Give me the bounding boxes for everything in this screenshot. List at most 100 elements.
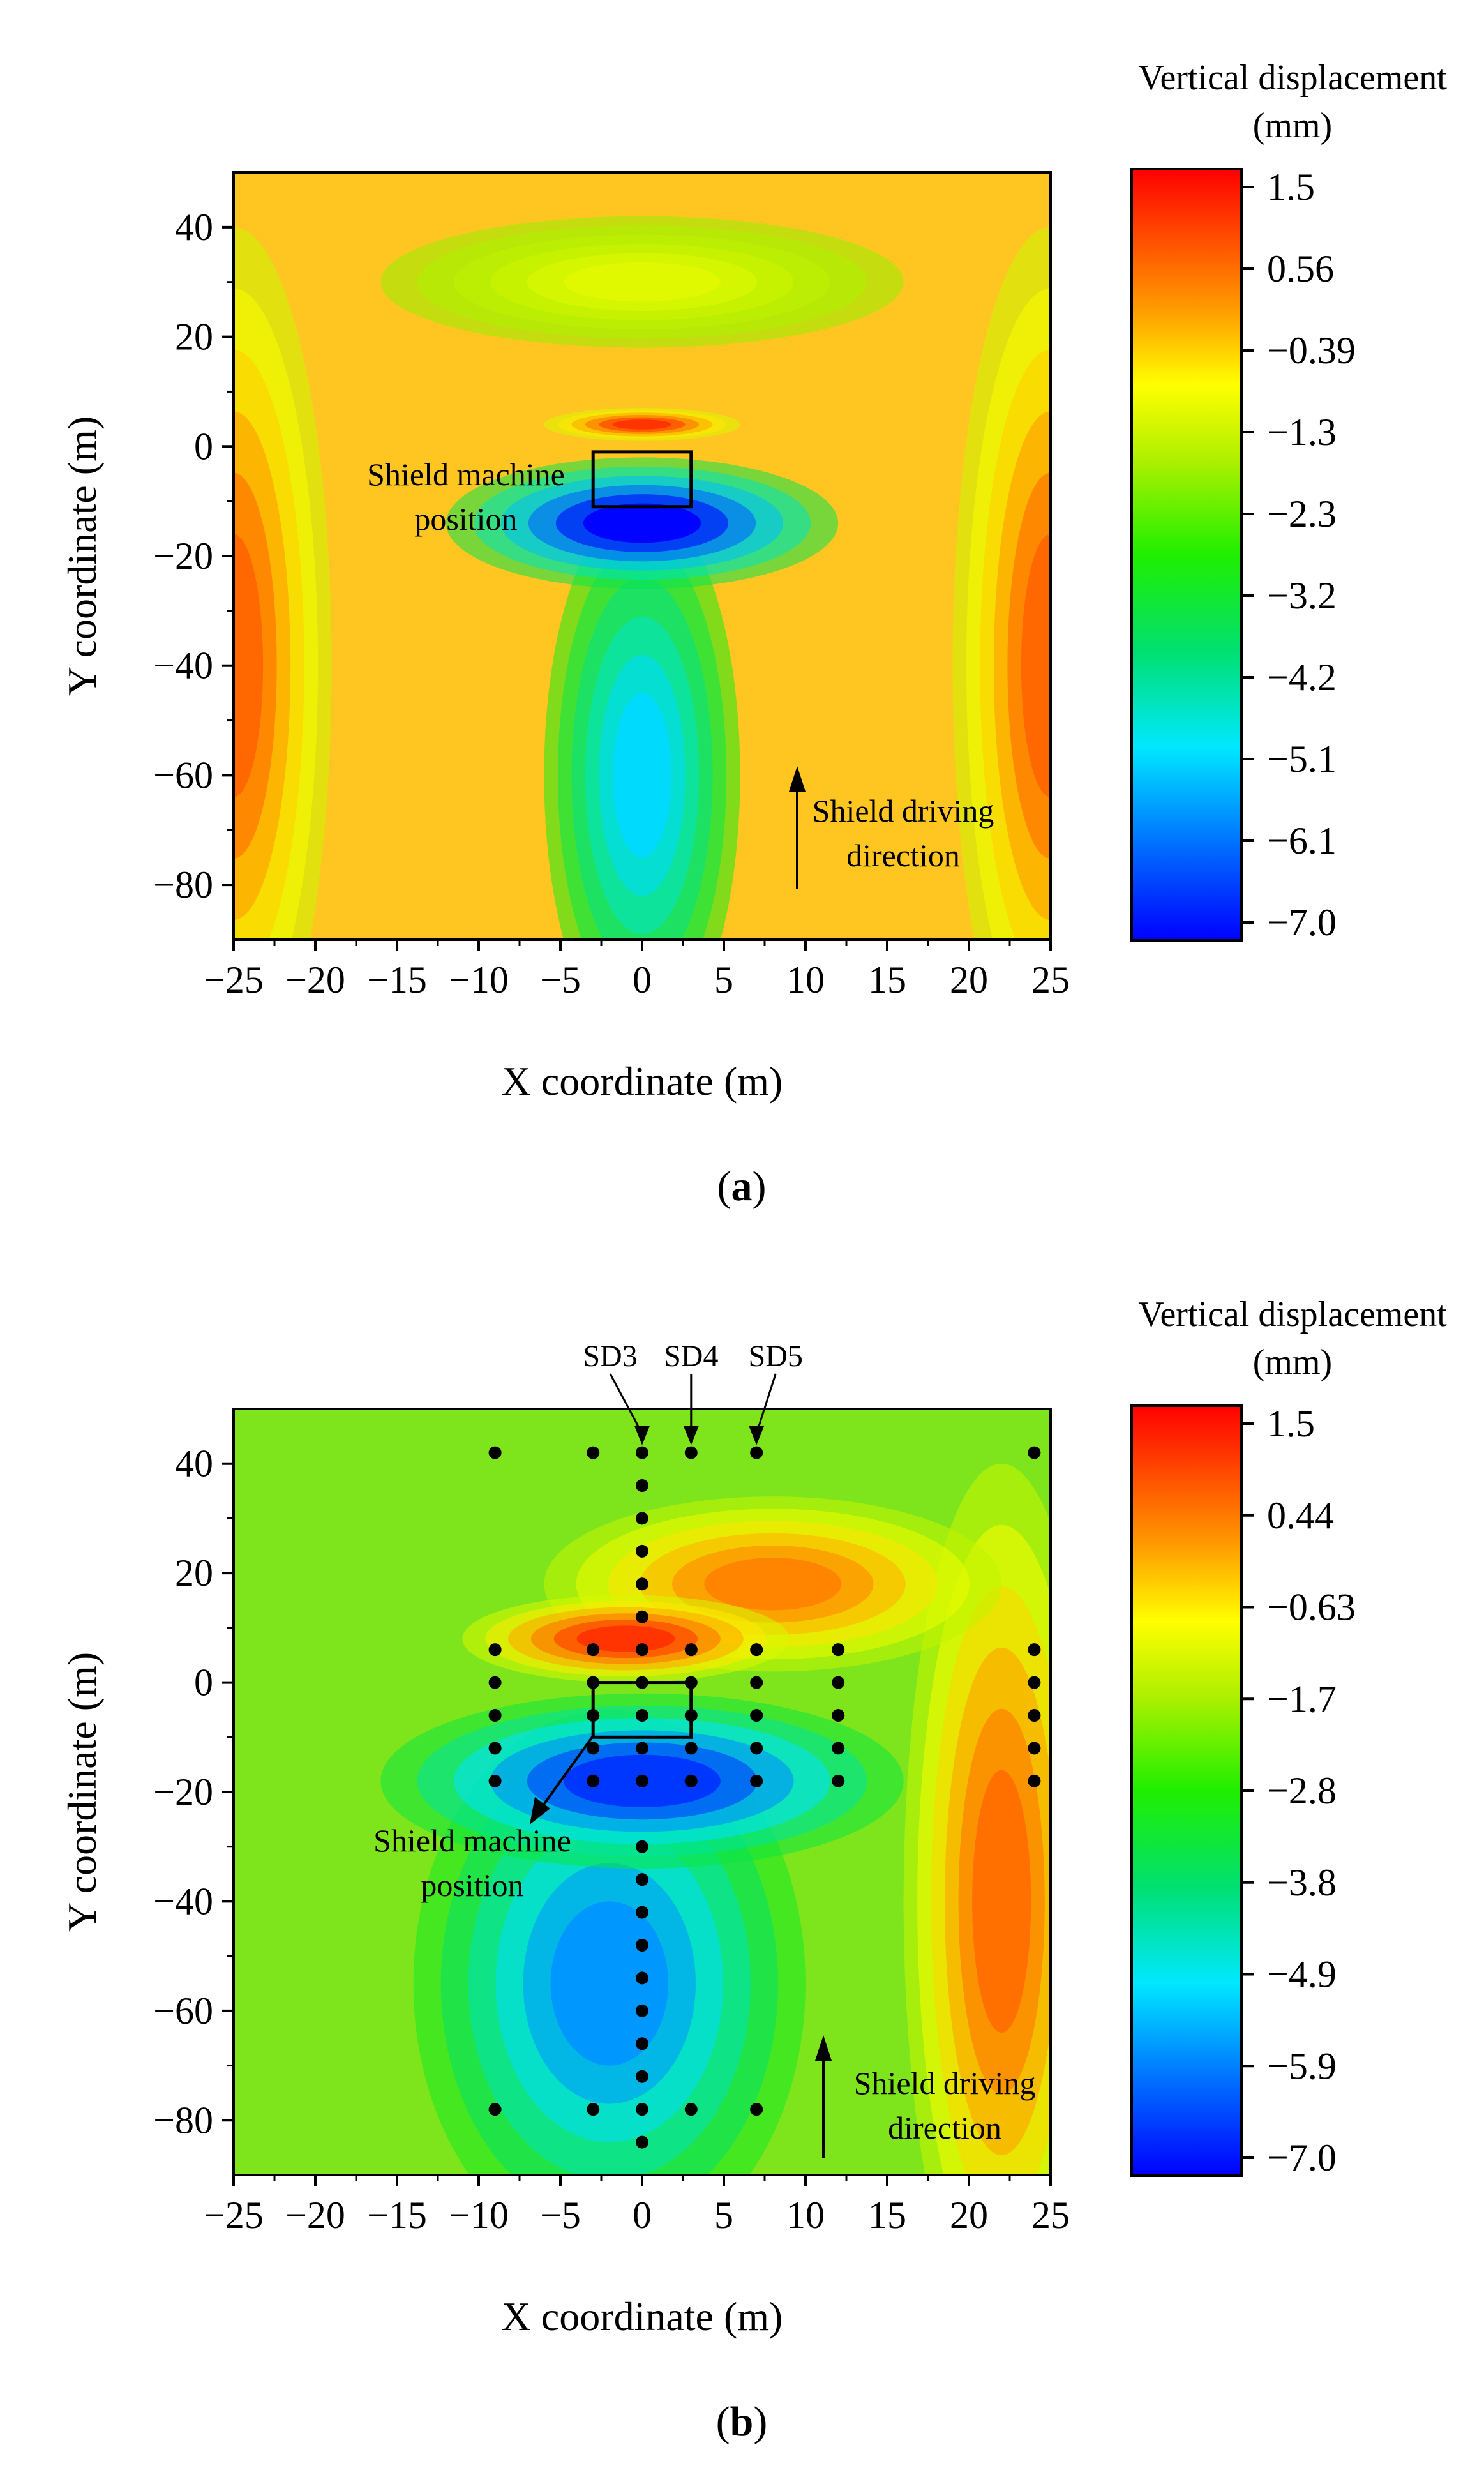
monitoring-point <box>750 2103 763 2116</box>
colorbar-b-unit: (mm) <box>1253 1343 1332 1382</box>
monitoring-point <box>636 1544 648 1558</box>
monitoring-point <box>636 2070 648 2083</box>
monitoring-point <box>684 1742 698 1755</box>
driving-direction-arrow-head <box>815 2035 832 2061</box>
x-tick-label: 20 <box>950 2194 988 2236</box>
field-core-4 <box>612 693 672 858</box>
monitoring-point <box>750 1709 763 1722</box>
sd-label: SD4 <box>664 1339 718 1373</box>
displacement-field-a <box>234 216 1051 940</box>
monitoring-point <box>750 1774 763 1787</box>
x-axis-label-a: X coordinate (m) <box>502 1058 783 1104</box>
x-tick-label: −15 <box>367 959 427 1001</box>
monitoring-point <box>636 1774 648 1787</box>
monitoring-point <box>832 1742 845 1755</box>
monitoring-point <box>750 1676 763 1689</box>
y-tick-label: −20 <box>153 1771 213 1813</box>
y-tick-label: −40 <box>153 1880 213 1922</box>
monitoring-point <box>684 1774 698 1787</box>
x-tick-label: −25 <box>204 2194 264 2236</box>
y-axis-b: 40 20 0 −20 −40 −60 −80 <box>153 1443 234 2141</box>
colorbar-tick-label: −3.8 <box>1267 1862 1337 1904</box>
y-axis-label-b: Y coordinate (m) <box>59 1652 105 1932</box>
monitoring-point <box>684 1643 698 1657</box>
annotation-shield-position-line2: position <box>421 1867 523 1903</box>
field-core-0 <box>972 1770 1031 2033</box>
colorbar-b-gradient <box>1130 1404 1243 2177</box>
monitoring-point <box>636 2103 648 2116</box>
colorbar-tick-label: 1.5 <box>1267 166 1315 208</box>
panel-a-letter: a <box>731 1163 753 1210</box>
colorbar-a: Vertical displacement (mm) 1.5 0.56 −0.39 −… <box>1130 58 1447 944</box>
monitoring-point <box>587 2103 600 2116</box>
monitoring-point <box>587 1676 600 1689</box>
monitoring-point <box>587 1643 600 1657</box>
panel-b: SD3 SD4 SD5 −25 −20 −15 −10 −5 0 5 10 15 20 25 40 20 0… <box>59 1295 1447 2445</box>
monitoring-point <box>488 1774 502 1787</box>
x-tick-label: 10 <box>786 959 825 1001</box>
y-tick-label: −80 <box>153 2099 213 2141</box>
monitoring-point <box>636 1676 648 1689</box>
x-tick-label: −25 <box>204 959 264 1001</box>
monitoring-point <box>636 1709 648 1722</box>
colorbar-tick-label: −1.7 <box>1267 1678 1337 1720</box>
monitoring-point <box>1028 1676 1041 1689</box>
colorbar-tick-label: 0.56 <box>1267 248 1334 290</box>
monitoring-point <box>636 1742 648 1755</box>
panel-b-letter: b <box>730 2398 754 2445</box>
colorbar-tick-label: −2.8 <box>1267 1770 1337 1812</box>
monitoring-point <box>750 1742 763 1755</box>
sd-labels: SD3 SD4 SD5 <box>583 1339 803 1445</box>
colorbar-b-title: Vertical displacement <box>1138 1295 1447 1334</box>
driving-direction-arrow-head <box>789 766 806 792</box>
monitoring-point <box>750 1643 763 1657</box>
sd-label: SD5 <box>749 1339 803 1373</box>
y-axis-label-a: Y coordinate (m) <box>59 416 105 696</box>
y-tick-label: −80 <box>153 864 213 906</box>
monitoring-point <box>684 1709 698 1722</box>
colorbar-tick-label: −4.9 <box>1267 1953 1337 1996</box>
annotation-shield-position-line1: Shield machine <box>373 1823 571 1858</box>
monitoring-point <box>488 1676 502 1689</box>
monitoring-point <box>636 1610 648 1623</box>
colorbar-b-ticks: 1.5 0.44 −0.63 −1.7 −2.8 −3.8 −4.9 −5.9 −7.0 <box>1241 1403 1356 2179</box>
monitoring-point <box>636 1840 648 1853</box>
y-tick-label: 40 <box>175 1443 213 1485</box>
field-core-5 <box>583 503 701 543</box>
field-core-3 <box>612 419 672 430</box>
colorbar-tick-label: −6.1 <box>1267 820 1337 862</box>
monitoring-point <box>488 1643 502 1657</box>
monitoring-point <box>832 1709 845 1722</box>
y-tick-label: 20 <box>175 316 213 358</box>
monitoring-point <box>488 1709 502 1722</box>
monitoring-point <box>684 1676 698 1689</box>
monitoring-point <box>636 1577 648 1591</box>
colorbar-tick-label: −1.3 <box>1267 411 1337 453</box>
y-tick-label: 0 <box>194 425 213 467</box>
monitoring-point <box>636 1446 648 1459</box>
x-tick-label: −5 <box>540 959 581 1001</box>
panel-a-label: (a) <box>717 1163 767 1210</box>
x-tick-label: −20 <box>285 2194 345 2236</box>
colorbar-tick-label: −7.0 <box>1267 901 1337 944</box>
colorbar-tick-label: 1.5 <box>1267 1403 1315 1445</box>
monitoring-point <box>587 1742 600 1755</box>
colorbar-a-unit: (mm) <box>1253 106 1332 146</box>
monitoring-point <box>488 2103 502 2116</box>
field-core-2 <box>576 1625 675 1652</box>
y-axis-a: 40 20 0 −20 −40 −60 −80 <box>153 206 234 906</box>
sd-arrow-head <box>634 1426 650 1445</box>
sd-arrow-shaft <box>609 1373 643 1434</box>
shield-machine-box <box>591 450 693 509</box>
monitoring-point <box>636 2004 648 2017</box>
monitoring-point <box>832 1643 845 1657</box>
colorbar-tick-label: −5.1 <box>1267 738 1337 780</box>
shield-position-arrow-head <box>530 1797 550 1825</box>
annotation-driving-direction-line1: Shield driving <box>813 793 994 829</box>
x-tick-label: 25 <box>1031 959 1070 1001</box>
monitoring-point <box>636 2135 648 2149</box>
sd-arrow-shaft <box>755 1373 777 1434</box>
monitoring-point <box>587 1446 600 1459</box>
sd-arrow-head <box>749 1426 765 1445</box>
